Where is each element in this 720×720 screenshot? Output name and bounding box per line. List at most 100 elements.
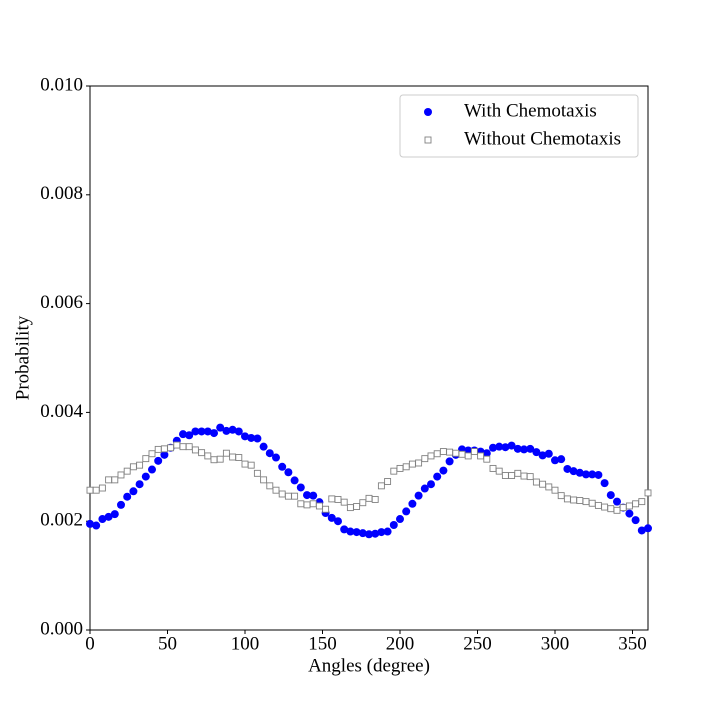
point xyxy=(526,473,534,481)
point xyxy=(625,502,633,510)
point xyxy=(309,500,317,508)
point xyxy=(644,524,652,533)
point xyxy=(582,470,590,479)
point xyxy=(557,492,565,500)
point xyxy=(222,449,230,457)
point xyxy=(86,486,94,494)
point xyxy=(501,472,509,479)
point xyxy=(371,495,379,503)
point xyxy=(265,449,274,458)
x-tick-label: 200 xyxy=(386,633,415,654)
point xyxy=(600,479,609,488)
point xyxy=(216,423,225,432)
point xyxy=(570,496,578,504)
point xyxy=(272,486,280,494)
point xyxy=(185,443,193,451)
point xyxy=(551,486,559,494)
point xyxy=(210,456,218,464)
point xyxy=(328,495,336,503)
legend-box xyxy=(399,94,639,158)
point xyxy=(272,453,280,462)
point xyxy=(148,450,156,458)
point xyxy=(544,449,553,458)
point xyxy=(359,499,367,507)
y-tick-label: 0.002 xyxy=(40,510,83,531)
point xyxy=(346,527,355,536)
point xyxy=(408,499,417,508)
point xyxy=(358,529,367,538)
point xyxy=(532,478,540,486)
point xyxy=(619,504,627,512)
point xyxy=(167,444,175,452)
point xyxy=(352,528,361,537)
point xyxy=(520,445,528,454)
point xyxy=(427,480,435,489)
point xyxy=(482,449,491,458)
point xyxy=(563,464,572,473)
point xyxy=(638,498,646,506)
point xyxy=(365,494,373,502)
point xyxy=(105,476,113,484)
point xyxy=(148,465,156,474)
point xyxy=(607,505,615,513)
point xyxy=(520,472,528,480)
point xyxy=(291,492,299,500)
point xyxy=(501,443,510,452)
point xyxy=(110,510,119,519)
point xyxy=(588,499,596,507)
point xyxy=(346,504,354,512)
point xyxy=(259,442,268,451)
x-tick-label: 150 xyxy=(308,633,337,654)
point xyxy=(135,480,144,489)
point xyxy=(396,464,404,472)
point xyxy=(117,471,125,479)
point xyxy=(632,500,640,508)
point xyxy=(601,503,609,511)
point xyxy=(235,454,243,462)
point xyxy=(284,468,293,477)
point xyxy=(290,476,299,485)
point xyxy=(334,495,342,503)
point xyxy=(179,443,187,451)
point xyxy=(377,482,385,490)
point xyxy=(353,503,361,510)
point xyxy=(327,513,336,522)
point xyxy=(445,457,454,466)
x-axis-label: Angles (degree) xyxy=(308,655,430,676)
point xyxy=(383,527,392,536)
plot-frame xyxy=(89,85,649,631)
x-tick-label: 0 xyxy=(85,633,95,654)
point xyxy=(191,446,199,454)
legend-marker xyxy=(424,108,432,116)
point xyxy=(117,500,125,509)
point xyxy=(210,429,218,438)
point xyxy=(278,490,286,498)
point xyxy=(514,469,522,477)
point xyxy=(408,460,416,468)
point xyxy=(203,427,212,436)
point xyxy=(637,526,646,535)
legend-marker xyxy=(424,136,432,144)
point xyxy=(260,476,268,484)
point xyxy=(557,455,566,464)
point xyxy=(613,506,621,514)
point xyxy=(92,486,100,494)
point xyxy=(377,528,386,537)
point xyxy=(322,505,330,513)
point xyxy=(508,472,516,479)
point xyxy=(576,497,584,504)
point xyxy=(489,464,497,472)
point xyxy=(229,453,237,461)
point xyxy=(582,498,590,506)
point xyxy=(477,452,485,460)
point xyxy=(185,431,194,440)
point xyxy=(98,515,107,524)
point xyxy=(495,442,504,451)
point xyxy=(296,483,305,492)
point xyxy=(415,459,423,467)
point xyxy=(179,430,187,439)
point xyxy=(495,467,503,475)
y-tick-label: 0.006 xyxy=(40,292,83,313)
point xyxy=(551,456,559,465)
point xyxy=(111,476,119,484)
